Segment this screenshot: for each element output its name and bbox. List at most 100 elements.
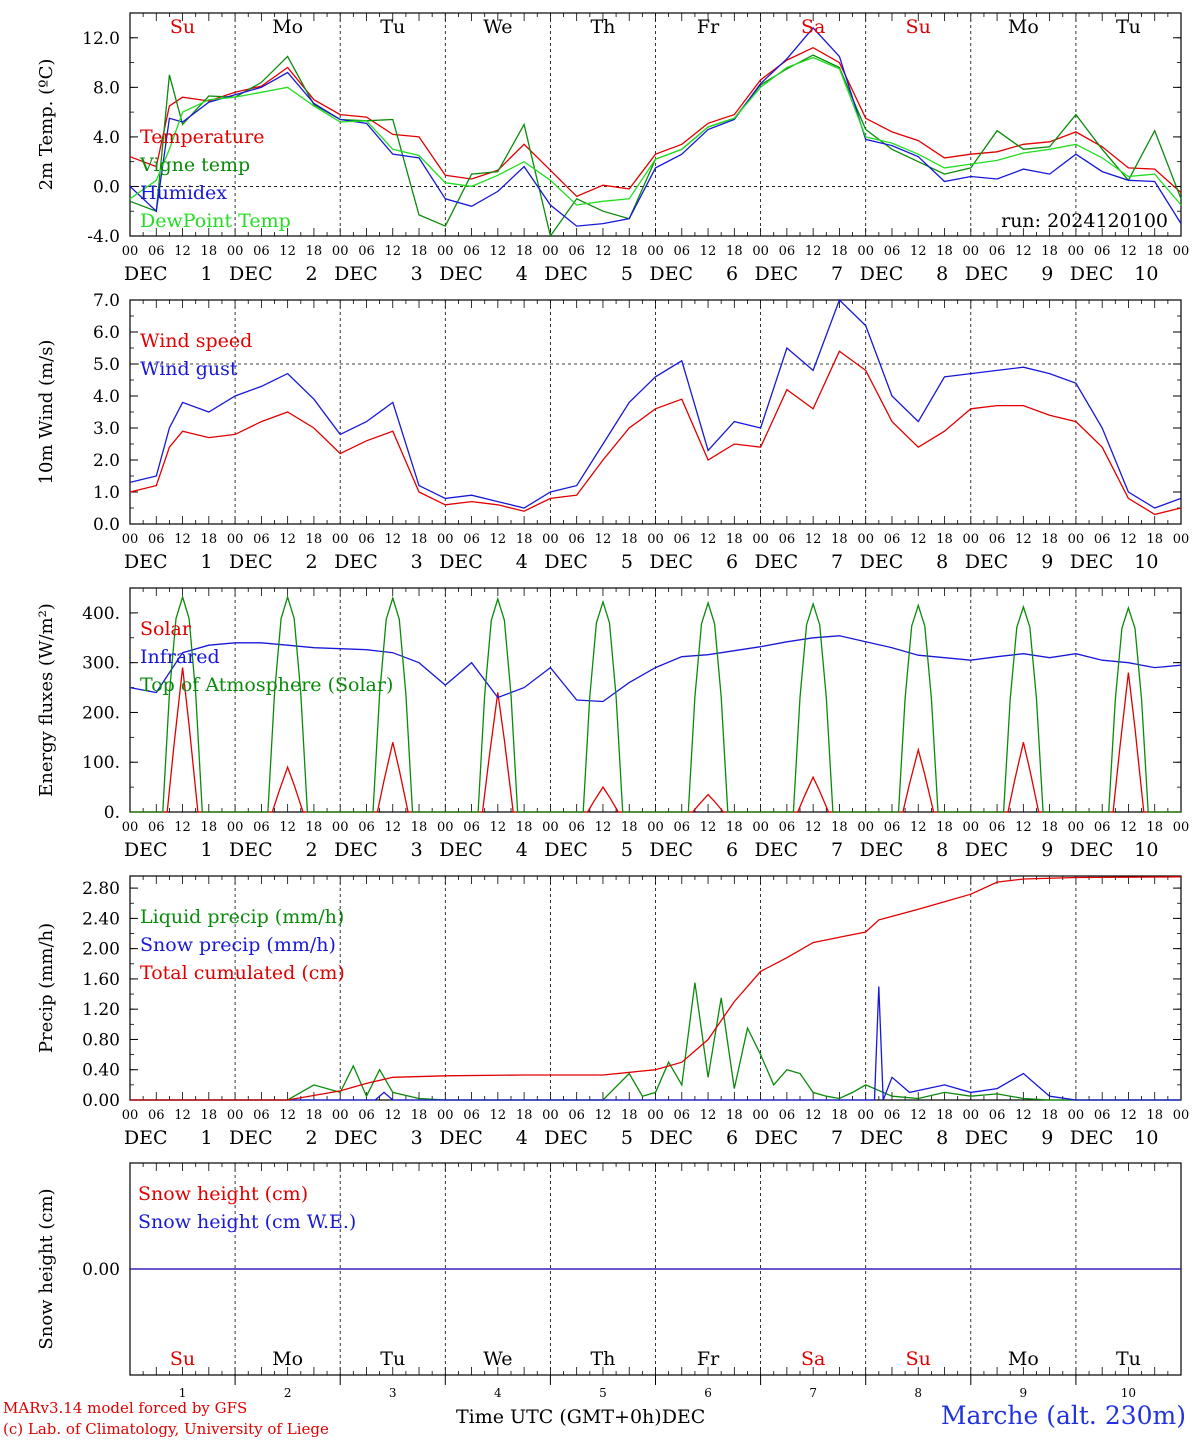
x-month-label: DEC	[649, 1127, 693, 1149]
day-number-label: 2	[284, 1386, 292, 1400]
legend-entry: DewPoint Temp	[140, 210, 291, 232]
x-month-label: DEC	[544, 551, 588, 573]
x-month-label: DEC	[860, 263, 904, 285]
series-line-red	[129, 46, 1182, 198]
x-hour-label: 00	[647, 244, 664, 259]
x-hour-label: 00	[227, 1108, 244, 1123]
x-day-label: 4	[516, 551, 528, 573]
x-hour-label: 18	[936, 532, 953, 547]
x-hour-label: 12	[700, 532, 717, 547]
y-tick-label: 12.0	[82, 29, 120, 49]
x-hour-label: 12	[910, 1108, 927, 1123]
x-day-label: 8	[936, 263, 948, 285]
series-line-green	[130, 982, 1181, 1101]
x-day-label: 4	[516, 839, 528, 861]
x-hour-label: 18	[306, 532, 323, 547]
lab-credit: (c) Lab. of Climatology, University of L…	[3, 1420, 329, 1438]
legend-entry: Total cumulated (cm)	[140, 962, 345, 984]
weekday-label-top: Tu	[380, 16, 405, 38]
x-hour-label: 06	[1094, 820, 1111, 835]
x-hour-label: 06	[568, 1108, 585, 1123]
day-number-label: 5	[599, 1386, 607, 1400]
y-tick-label: 0.00	[82, 1091, 120, 1111]
y-tick-label: 200.	[82, 703, 120, 723]
x-hour-label: 18	[1146, 1108, 1163, 1123]
x-day-label: 10	[1134, 551, 1158, 573]
x-month-label: DEC	[1070, 263, 1114, 285]
x-hour-label: 18	[516, 1108, 533, 1123]
x-hour-label: 06	[674, 1108, 691, 1123]
y-axis-label: Snow height (cm)	[36, 1188, 57, 1349]
x-month-label: DEC	[649, 263, 693, 285]
x-hour-label: 18	[516, 532, 533, 547]
weekday-label-top: Mo	[272, 16, 303, 38]
x-hour-label: 18	[411, 1108, 428, 1123]
x-hour-label: 06	[884, 244, 901, 259]
weekday-label-bottom: Tu	[1116, 1348, 1141, 1370]
x-hour-label: 00	[1173, 532, 1190, 547]
legend-entry: Temperature	[140, 126, 264, 148]
x-hour-label: 06	[674, 532, 691, 547]
x-hour-label: 00	[437, 1108, 454, 1123]
x-hour-label: 06	[253, 532, 270, 547]
legend-entry: Snow precip (mm/h)	[140, 934, 336, 956]
legend-entry: Snow height (cm)	[138, 1183, 308, 1205]
x-day-label: 7	[831, 1127, 843, 1149]
x-hour-label: 18	[621, 1108, 638, 1123]
x-day-label: 8	[936, 551, 948, 573]
legend-entry: Solar	[140, 618, 192, 640]
x-hour-label: 06	[253, 820, 270, 835]
x-hour-label: 18	[621, 820, 638, 835]
weekday-label-bottom: Su	[170, 1348, 195, 1370]
x-hour-label: 06	[148, 820, 165, 835]
model-credit: MARv3.14 model forced by GFS	[3, 1399, 248, 1417]
x-day-label: 8	[936, 1127, 948, 1149]
x-hour-label: 12	[490, 820, 507, 835]
x-hour-label: 18	[1041, 1108, 1058, 1123]
x-hour-label: 18	[1146, 532, 1163, 547]
x-hour-label: 06	[568, 244, 585, 259]
x-hour-label: 06	[779, 244, 796, 259]
x-hour-label: 00	[122, 244, 139, 259]
x-hour-label: 00	[227, 532, 244, 547]
x-hour-label: 12	[490, 244, 507, 259]
x-hour-label: 00	[647, 820, 664, 835]
x-day-label: 6	[726, 551, 738, 573]
x-hour-label: 18	[831, 820, 848, 835]
x-hour-label: 00	[122, 820, 139, 835]
x-hour-label: 18	[411, 820, 428, 835]
panel-frame	[129, 587, 1182, 813]
x-month-label: DEC	[544, 839, 588, 861]
x-hour-label: 06	[989, 244, 1006, 259]
legend-entry: Wind speed	[140, 330, 252, 352]
panel-4	[129, 875, 1182, 1101]
x-hour-label: 06	[884, 532, 901, 547]
x-hour-label: 12	[910, 244, 927, 259]
x-hour-label: 00	[332, 1108, 349, 1123]
x-hour-label: 12	[805, 820, 822, 835]
x-hour-label: 00	[437, 820, 454, 835]
legend-entry: Infrared	[140, 646, 220, 668]
x-hour-label: 00	[1068, 532, 1085, 547]
x-day-label: 2	[306, 263, 318, 285]
x-hour-label: 06	[463, 820, 480, 835]
x-hour-label: 00	[332, 820, 349, 835]
x-month-label: DEC	[860, 551, 904, 573]
y-tick-label: 2.0	[93, 451, 120, 471]
x-hour-label: 18	[936, 1108, 953, 1123]
x-hour-label: 06	[253, 244, 270, 259]
series-line-blue	[129, 26, 1182, 227]
x-hour-label: 00	[857, 1108, 874, 1123]
y-tick-label: 0.0	[93, 177, 120, 197]
y-tick-label: 300.	[82, 654, 120, 674]
x-month-label: DEC	[649, 551, 693, 573]
x-day-label: 10	[1134, 839, 1158, 861]
x-hour-label: 00	[752, 1108, 769, 1123]
run-label: run: 2024120100	[1001, 210, 1168, 232]
y-tick-label: -4.0	[87, 227, 120, 247]
x-hour-label: 06	[779, 820, 796, 835]
x-hour-label: 06	[463, 1108, 480, 1123]
x-day-label: 9	[1041, 1127, 1053, 1149]
weekday-label-top: Mo	[1008, 16, 1039, 38]
x-month-label: DEC	[124, 839, 168, 861]
